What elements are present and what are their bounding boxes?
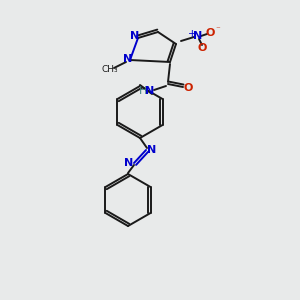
Text: O: O (197, 43, 207, 53)
Text: O: O (183, 83, 193, 93)
Text: ⁻: ⁻ (216, 26, 220, 34)
Text: CH₃: CH₃ (102, 65, 118, 74)
Text: N: N (124, 158, 134, 168)
Text: N: N (147, 145, 157, 155)
Text: N: N (146, 86, 154, 96)
Text: N: N (123, 54, 133, 64)
Text: N: N (194, 31, 202, 41)
Text: +: + (188, 29, 196, 39)
Text: O: O (205, 28, 215, 38)
Text: H: H (139, 86, 147, 96)
Text: N: N (130, 31, 140, 41)
